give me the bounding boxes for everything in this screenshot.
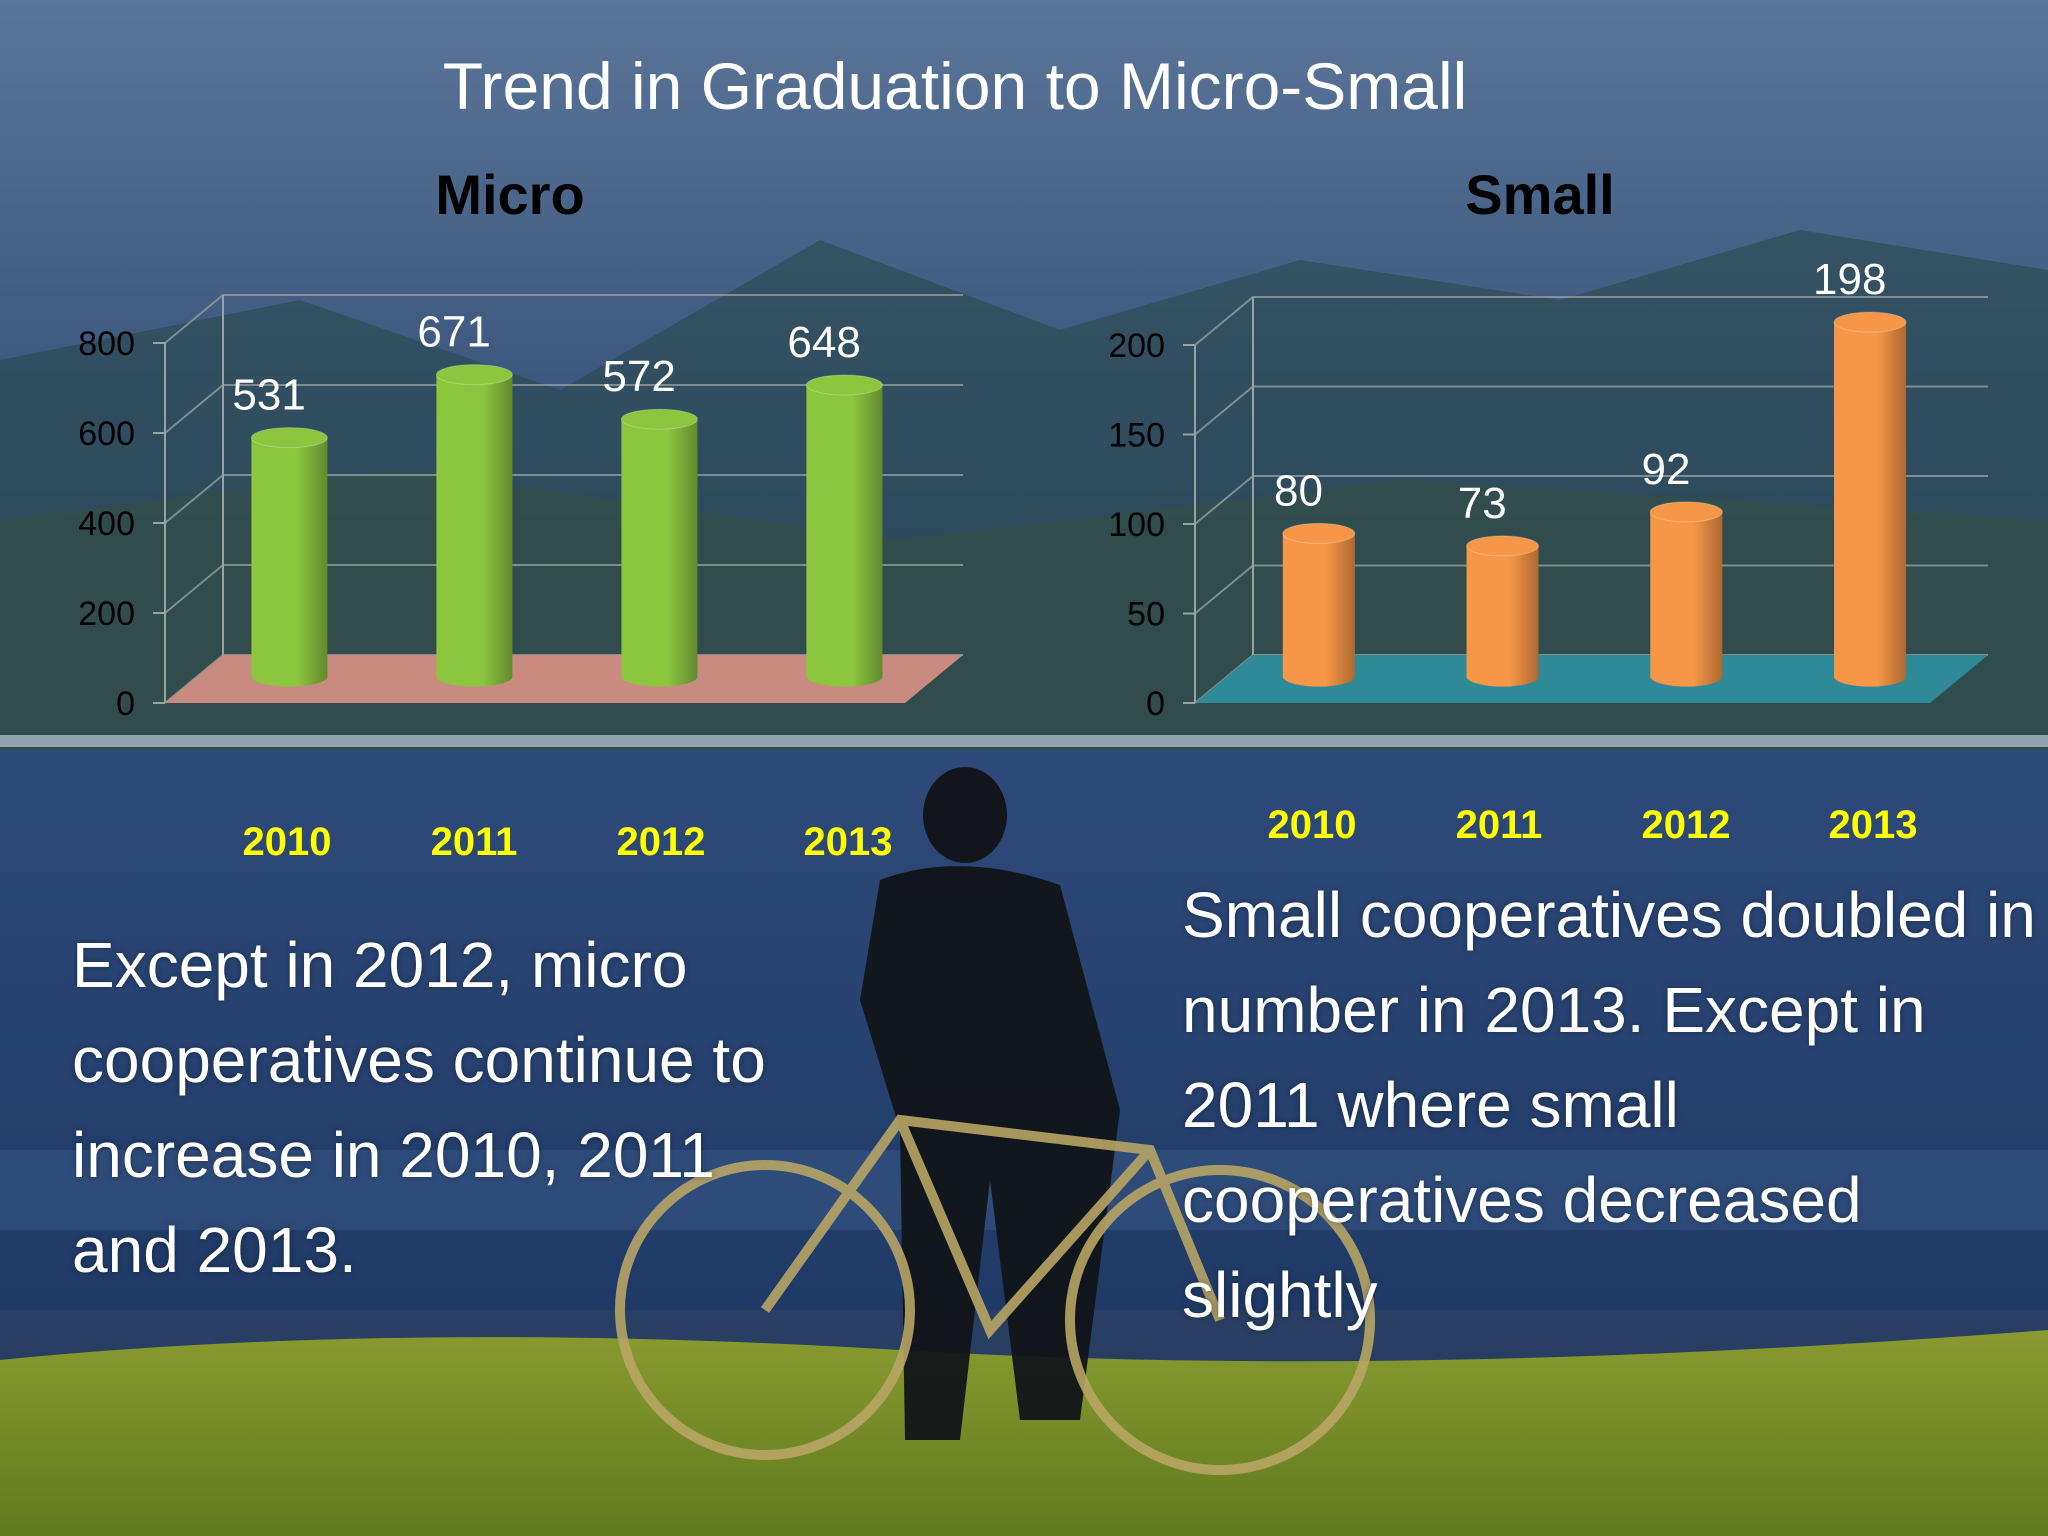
y-tick-label: 200 [78,595,135,633]
data-label-2010: 531 [232,371,305,420]
category-label-2012: 2012 [1642,803,1731,847]
y-tick-label: 800 [78,325,135,363]
bar-2010 [250,427,328,687]
bar-2013 [805,374,883,687]
micro-summary-text: Except in 2012, micro cooperatives conti… [72,929,766,1286]
y-tick-label: 100 [1108,506,1165,544]
micro-chart-title: Micro [435,163,585,226]
bar-2013 [1833,311,1907,687]
y-tick-label: 50 [1127,596,1165,634]
category-label-2010: 2010 [1268,803,1357,847]
data-label-2011: 73 [1458,479,1507,528]
category-label-2011: 2011 [431,820,518,864]
small-summary-text: Small cooperatives doubled in number in … [1182,879,2036,1331]
chart-floor [165,655,963,703]
category-label-2011: 2011 [1456,803,1543,847]
bar-2010 [1282,522,1356,687]
data-label-2013: 648 [787,318,860,367]
data-label-2011: 671 [417,308,490,357]
category-label-2013: 2013 [804,820,893,864]
y-tick-label: 200 [1108,327,1165,365]
data-label-2010: 80 [1274,466,1323,515]
chart-floor [1195,655,1988,703]
bicycle [615,1114,1375,1475]
bar-2012 [1649,501,1723,687]
y-tick-label: 0 [116,685,135,723]
category-label-2013: 2013 [1829,803,1918,847]
category-label-2010: 2010 [243,820,332,864]
bar-2011 [1466,535,1540,687]
y-tick-label: 0 [1146,685,1165,723]
category-label-2012: 2012 [617,820,706,864]
y-tick-label: 400 [78,505,135,543]
slide-title: Trend in Graduation to Micro-Small [442,49,1468,123]
y-tick-label: 150 [1108,417,1165,455]
data-label-2012: 572 [602,352,675,401]
bar-2011 [435,364,513,687]
cyclist-silhouette [860,767,1120,1440]
y-tick-label: 600 [78,415,135,453]
small-chart-title: Small [1465,163,1615,226]
data-label-2013: 198 [1813,255,1886,304]
bar-2012 [620,408,698,687]
data-label-2012: 92 [1641,445,1690,494]
